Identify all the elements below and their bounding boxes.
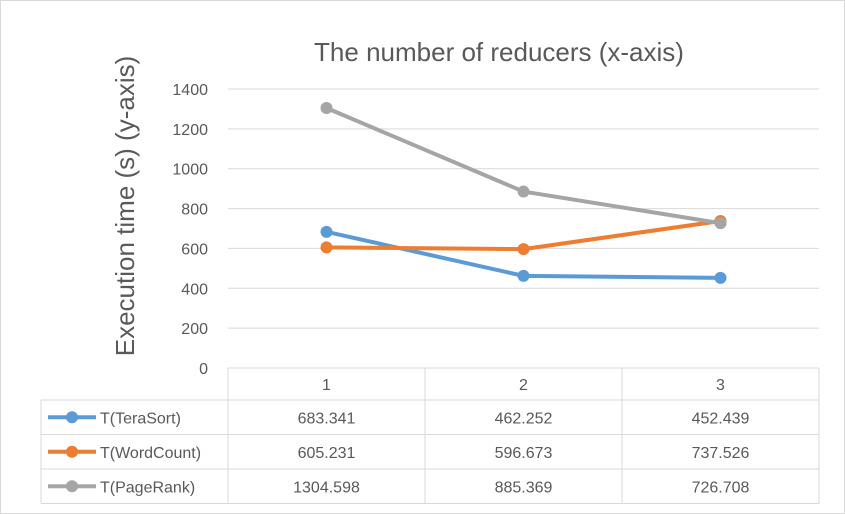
table-cell-value: 452.439 [692, 410, 750, 427]
y-tick-label: 400 [181, 281, 208, 298]
chart-title: The number of reducers (x-axis) [314, 37, 684, 67]
legend-key-marker [66, 411, 78, 424]
series-line [324, 106, 723, 226]
data-point [320, 102, 333, 115]
y-tick-label: 0 [199, 361, 208, 378]
y-tick-label: 1200 [172, 122, 208, 139]
data-point [714, 271, 727, 284]
table-cell-value: 726.708 [692, 479, 750, 496]
y-tick-label: 1000 [172, 162, 208, 179]
table-cell-value: 683.341 [298, 410, 356, 427]
y-axis-title: Execution time (s) (y-axis) [110, 56, 140, 357]
table-cell-value: 737.526 [692, 445, 750, 462]
table-cell-value: 1304.598 [293, 479, 360, 496]
table-cell-value: 596.673 [495, 445, 553, 462]
table-cell-value: 462.252 [495, 410, 553, 427]
data-point [517, 185, 530, 198]
legend-entry: T(PageRank) [100, 479, 195, 496]
x-tick-label: 2 [519, 377, 528, 394]
y-tick-label: 600 [181, 241, 208, 258]
legend-entry: T(TeraSort) [100, 410, 181, 427]
series-layer [320, 102, 727, 284]
y-tick-label: 800 [181, 202, 208, 219]
table-cell-value: 605.231 [298, 445, 356, 462]
legend-key-marker [66, 480, 78, 493]
data-point [320, 225, 333, 238]
data-point [517, 243, 530, 256]
data-point [714, 217, 727, 230]
table-cell-value: 885.369 [495, 479, 553, 496]
y-tick-label: 1400 [172, 82, 208, 99]
data-point [320, 241, 333, 254]
y-tick-label: 200 [181, 321, 208, 338]
x-tick-label: 1 [322, 377, 331, 394]
legend-entry: T(WordCount) [100, 445, 201, 462]
gridlines [228, 88, 819, 369]
legend-key-marker [66, 445, 78, 458]
x-tick-label: 3 [716, 377, 725, 394]
y-tick-labels: 0 200 400 600 800 1000 1200 1400 [172, 82, 208, 378]
data-table: 1 2 3 T(TeraSort) 683.341 462.252 452.439 T(Wor… [40, 368, 820, 504]
data-point [517, 269, 530, 282]
